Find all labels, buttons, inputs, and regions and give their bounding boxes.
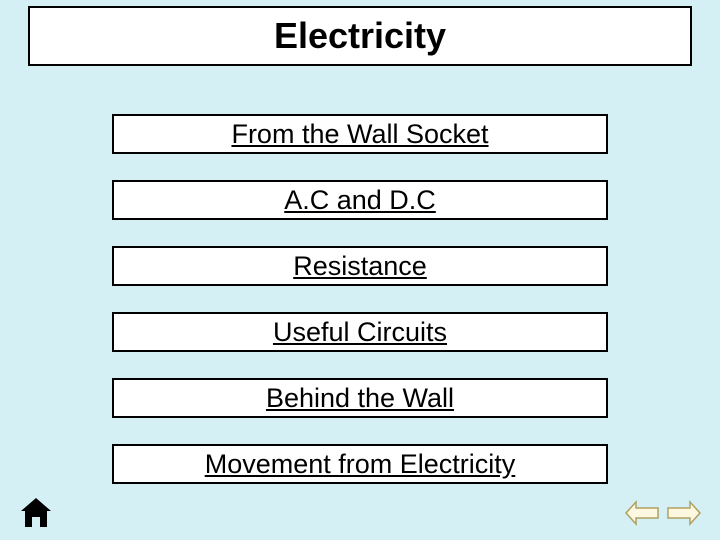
menu-item-label: Resistance: [293, 251, 427, 282]
menu-item-behind-wall[interactable]: Behind the Wall: [112, 378, 608, 418]
menu-item-label: Behind the Wall: [266, 383, 454, 414]
nav-arrows: [624, 500, 702, 526]
home-icon[interactable]: [18, 494, 54, 530]
menu-item-useful-circuits[interactable]: Useful Circuits: [112, 312, 608, 352]
menu-item-label: Useful Circuits: [273, 317, 447, 348]
menu-item-label: Movement from Electricity: [205, 449, 516, 480]
menu-item-wall-socket[interactable]: From the Wall Socket: [112, 114, 608, 154]
page-title-text: Electricity: [274, 15, 446, 57]
menu-item-movement[interactable]: Movement from Electricity: [112, 444, 608, 484]
next-arrow-icon[interactable]: [666, 500, 702, 526]
menu-item-label: A.C and D.C: [284, 185, 436, 216]
menu-item-resistance[interactable]: Resistance: [112, 246, 608, 286]
page-title: Electricity: [28, 6, 692, 66]
prev-arrow-icon[interactable]: [624, 500, 660, 526]
menu-item-label: From the Wall Socket: [231, 119, 488, 150]
menu-item-ac-dc[interactable]: A.C and D.C: [112, 180, 608, 220]
